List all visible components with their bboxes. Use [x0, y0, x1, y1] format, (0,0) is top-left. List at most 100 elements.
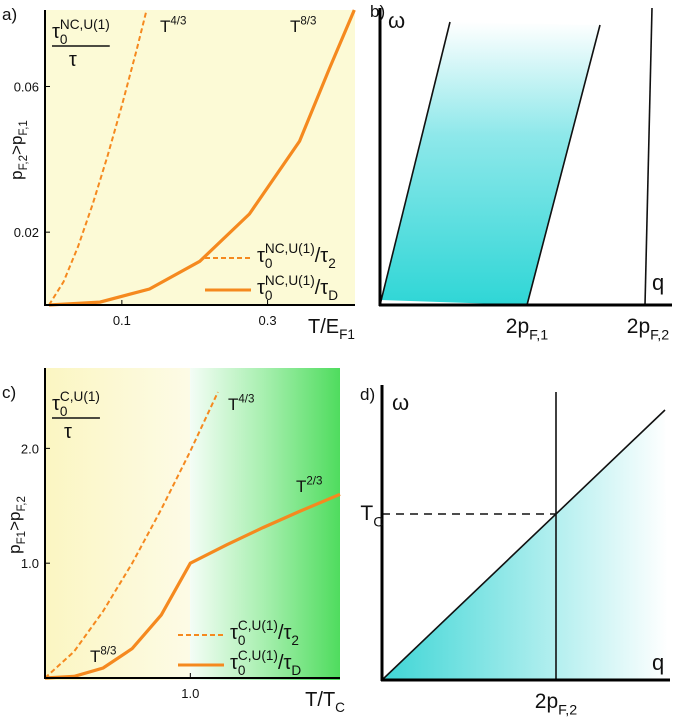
text-part: NC,U(1) — [265, 273, 315, 288]
text-part: 2p — [627, 315, 650, 338]
panel-label: d) — [360, 385, 375, 404]
line-series — [44, 391, 219, 679]
text-part: F,1 — [529, 327, 548, 343]
line-series — [48, 9, 356, 307]
text-part: 2p — [535, 690, 558, 713]
dispersion-line — [644, 7, 653, 306]
text-part: τ — [52, 393, 60, 415]
text-part: T/T — [305, 689, 335, 711]
x-tick-label: 2pF,1 — [506, 315, 548, 343]
legend-label: τ0NC,U(1)/τ2 — [257, 241, 336, 271]
y-axis-label: ω — [388, 8, 405, 33]
text-part: T — [296, 477, 306, 496]
text-part: 2/3 — [306, 475, 322, 487]
text-part: F,2 — [18, 155, 30, 170]
text-part: τ — [230, 622, 238, 644]
fraction-numerator: τ0C,U(1) — [52, 389, 100, 419]
text-part: 2p — [506, 315, 529, 338]
text-part: τ — [64, 421, 72, 443]
text-part: T — [360, 502, 373, 525]
dispersion-line — [381, 409, 666, 681]
y-tick-label: 2.0 — [21, 441, 39, 456]
line-series — [48, 9, 148, 306]
annotation: T4/3 — [160, 15, 186, 36]
text-part: τ — [257, 277, 265, 299]
text-part: 4/3 — [170, 15, 186, 27]
text-part: NC,U(1) — [265, 241, 315, 256]
text-part: F,2 — [558, 702, 577, 718]
text-part: 8/3 — [100, 645, 116, 657]
text-part: F1 — [16, 531, 28, 544]
annotation: T2/3 — [296, 475, 322, 496]
panel-label: b) — [370, 2, 385, 21]
text-part: 8/3 — [300, 15, 316, 27]
text-part: F,1 — [18, 120, 30, 135]
line-series — [44, 492, 341, 680]
panel-label: c) — [2, 383, 16, 402]
text-part: T — [160, 17, 170, 36]
text-part: C — [335, 700, 345, 715]
x-tick-label: 2pF,2 — [627, 315, 669, 343]
text-part: 0 — [60, 404, 68, 419]
text-part: p — [7, 170, 26, 179]
text-part: C — [373, 514, 383, 530]
text-part: 0 — [238, 663, 246, 678]
y-axis-label: pF,2>pF,1 — [7, 120, 30, 180]
text-part: p — [5, 544, 24, 553]
text-part: τ — [230, 652, 238, 674]
text-part: C,U(1) — [238, 648, 278, 663]
panel-label: a) — [2, 5, 17, 24]
text-part: F1 — [339, 327, 355, 342]
x-axis-label: q — [652, 270, 664, 295]
text-part: 0 — [238, 633, 246, 648]
annotation: T8/3 — [90, 645, 116, 666]
x-axis-label: T/EF1 — [308, 316, 355, 342]
y-axis-label: ω — [392, 390, 409, 415]
fraction-numerator: τ0NC,U(1) — [52, 17, 110, 47]
text-part: T/E — [308, 316, 339, 338]
plot-background — [45, 10, 355, 305]
text-part: D — [328, 288, 338, 303]
text-part: C,U(1) — [60, 389, 100, 404]
x-tick-label: 0.3 — [259, 313, 277, 328]
text-part: /τ — [315, 277, 329, 299]
x-tick-label: 0.1 — [113, 313, 131, 328]
text-part: /τ — [278, 652, 292, 674]
text-part: τ — [69, 49, 77, 71]
dispersion-line — [526, 24, 601, 306]
y-tick-label: 0.02 — [14, 225, 39, 240]
annotation: T4/3 — [228, 393, 254, 414]
legend-label: τ0C,U(1)/τD — [230, 648, 301, 678]
text-part: >p — [5, 512, 24, 531]
text-part: τ — [52, 21, 60, 43]
text-part: F,2 — [650, 327, 669, 343]
legend-label: τ0C,U(1)/τ2 — [230, 618, 299, 648]
text-part: 4/3 — [238, 393, 254, 405]
x-axis-label: q — [652, 650, 664, 675]
y-tick-label: 0.06 — [14, 79, 39, 94]
legend-label: τ0NC,U(1)/τD — [257, 273, 338, 303]
y-tick-label: 1.0 — [21, 556, 39, 571]
text-part: 0 — [265, 256, 273, 271]
y-axis-label: pF1>pF,2 — [5, 496, 28, 554]
text-part: 2 — [328, 256, 336, 271]
text-part: >p — [7, 136, 26, 155]
text-part: T — [90, 647, 100, 666]
plot-background — [190, 368, 340, 680]
text-part: 2 — [291, 633, 299, 648]
region — [381, 22, 600, 305]
text-part: T — [290, 17, 300, 36]
plot-background — [45, 368, 191, 680]
text-part: T — [228, 395, 238, 414]
x-axis-label: T/TC — [305, 689, 345, 715]
x-tick-label: 2pF,2 — [535, 690, 577, 718]
text-part: D — [291, 663, 301, 678]
fraction-denominator: τ — [69, 49, 77, 71]
text-part: /τ — [315, 245, 329, 267]
fraction-denominator: τ — [64, 421, 72, 443]
x-tick-label: 1.0 — [181, 686, 199, 701]
text-part: C,U(1) — [238, 618, 278, 633]
text-part: NC,U(1) — [60, 17, 110, 32]
text-part: 0 — [265, 288, 273, 303]
